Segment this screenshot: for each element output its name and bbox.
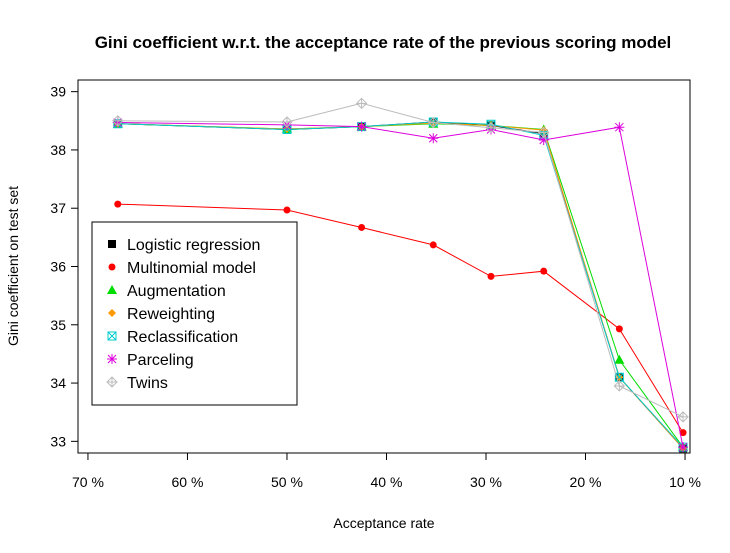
data-point-twins [677,411,689,423]
legend-label-parceling: Parceling [127,352,194,369]
legend-label-reweighting: Reweighting [127,306,215,323]
legend-marker-reclassification [107,331,117,341]
legend-marker-reweighting [108,309,116,317]
data-point-multinomial-model [283,206,291,214]
legend-marker-parceling [107,354,117,364]
legend-label-twins: Twins [127,375,168,392]
data-point-parceling [538,135,549,146]
x-tick-label: 30 % [470,474,502,490]
data-point-twins [485,122,497,134]
data-point-multinomial-model [114,200,122,208]
x-tick-label: 20 % [570,474,602,490]
legend-marker-multinomial-model [108,263,116,271]
data-point-twins [112,115,124,127]
legend-item-logistic-regression: Logistic regression [108,237,260,254]
series-line-twins [117,102,684,418]
x-tick-label: 60 % [172,474,204,490]
data-point-parceling [356,121,367,132]
series-line-parceling [117,122,684,448]
series-line-multinomial-model [117,203,684,433]
legend-item-multinomial-model: Multinomial model [108,260,256,277]
series-multinomial-model [114,200,687,437]
series-layer [112,97,689,453]
series-line-reclassification [117,121,684,448]
x-tick-label: 50 % [271,474,303,490]
data-point-reclassification [614,372,624,382]
x-tick-label: 70 % [72,474,104,490]
data-point-twins [281,116,293,128]
y-tick-label: 36 [50,259,66,275]
legend-marker-logistic-regression [108,240,116,248]
legend-label-multinomial-model: Multinomial model [127,260,256,277]
legend-item-augmentation: Augmentation [107,283,226,300]
legend-item-twins: Twins [106,375,168,392]
x-tick-label: 10 % [669,474,701,490]
legend-item-reweighting: Reweighting [108,306,215,323]
data-point-multinomial-model [487,272,495,280]
x-tick-label: 40 % [371,474,403,490]
y-tick-label: 37 [50,200,66,216]
series-twins [112,97,689,423]
legend-item-parceling: Parceling [107,352,194,369]
y-tick-label: 34 [50,375,66,391]
y-axis-title: Gini coefficient on test set [5,186,21,346]
y-tick-label: 33 [50,433,66,449]
data-point-multinomial-model [615,325,623,333]
legend-label-logistic-regression: Logistic regression [127,237,260,254]
data-point-multinomial-model [358,223,366,231]
legend-marker-augmentation [107,285,117,294]
y-tick-label: 35 [50,317,66,333]
data-point-multinomial-model [540,267,548,275]
data-point-twins [613,380,626,392]
y-tick-label: 39 [50,84,66,100]
data-point-twins [427,116,439,129]
legend-label-augmentation: Augmentation [127,283,226,300]
x-axis-title: Acceptance rate [333,515,434,531]
legend-box [91,221,298,406]
legend: Logistic regression Multinomial model Augm… [91,221,298,406]
y-axis: 33 34 35 36 37 38 39 [50,84,78,449]
data-point-parceling [678,442,689,453]
data-point-twins [538,126,550,139]
data-point-multinomial-model [679,429,687,437]
data-point-parceling [428,133,439,144]
legend-label-reclassification: Reclassification [127,329,238,346]
data-point-parceling [614,122,625,133]
chart-title: Gini coefficient w.r.t. the acceptance r… [95,33,672,52]
legend-item-reclassification: Reclassification [107,329,238,346]
data-point-twins [355,97,368,110]
x-axis: 70 % 60 % 50 % 40 % 30 % 20 % 10 % [72,452,701,490]
data-point-augmentation [614,354,625,364]
data-point-multinomial-model [429,241,437,249]
legend-marker-twins [106,376,118,388]
y-tick-label: 38 [50,142,66,158]
